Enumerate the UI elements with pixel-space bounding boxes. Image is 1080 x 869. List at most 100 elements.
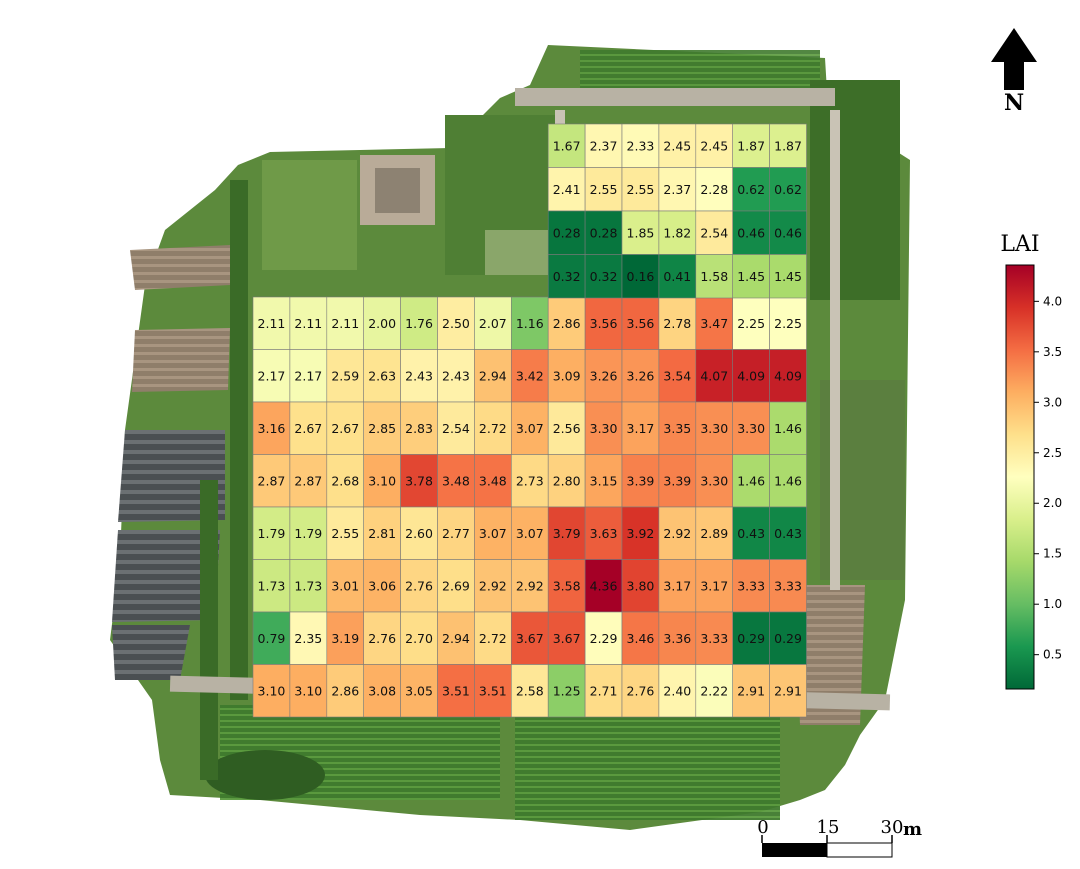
lai-cell-value: 2.00 (368, 316, 396, 331)
lai-cell (732, 559, 770, 613)
lai-cell (732, 254, 770, 299)
lai-cell (584, 123, 623, 168)
lai-cell-value: 3.80 (627, 578, 655, 593)
lai-cell (326, 664, 364, 718)
lai-cell-value: 2.73 (516, 473, 544, 488)
lai-cell-value: 4.36 (590, 578, 618, 593)
lai-cell (621, 254, 660, 299)
lai-cell (769, 254, 807, 299)
lai-cell-value: 2.69 (442, 578, 470, 593)
lai-cell (769, 454, 807, 508)
colorbar-tick-label: 1.0 (1043, 597, 1062, 611)
lai-cell-value: 1.76 (405, 316, 433, 331)
lai-cell-value: 3.30 (590, 421, 618, 436)
lai-cell (658, 664, 697, 718)
lai-cell (769, 664, 807, 718)
lai-cell-value: 2.37 (590, 138, 618, 153)
lai-cell-value: 2.50 (442, 316, 470, 331)
lai-cell (363, 506, 401, 560)
lai-cell-value: 3.10 (258, 683, 286, 698)
lai-cell (732, 506, 770, 560)
lai-cell (769, 559, 807, 613)
lai-cell-value: 2.17 (258, 368, 286, 383)
lai-cell (400, 296, 438, 350)
scale-bar: 0 15 30 m (757, 817, 922, 858)
lai-cell-value: 3.39 (663, 473, 691, 488)
colorbar-tick-label: 2.5 (1043, 446, 1062, 460)
lai-cell-value: 1.25 (553, 683, 581, 698)
lai-cell-value: 4.09 (737, 368, 765, 383)
lai-cell-value: 2.11 (294, 316, 322, 331)
lai-cell-value: 2.70 (405, 631, 433, 646)
lai-cell (621, 401, 660, 455)
lai-cell-value: 3.92 (627, 526, 655, 541)
lai-cell (732, 123, 770, 168)
colorbar-gradient (1005, 264, 1035, 690)
lai-cell (474, 296, 512, 350)
lai-cell-value: 2.45 (663, 138, 691, 153)
lai-cell (289, 454, 328, 508)
lai-cell-value: 0.46 (737, 225, 765, 240)
lai-cell-value: 2.40 (663, 683, 691, 698)
lai-cell-value: 1.82 (663, 225, 691, 240)
lai-cell (252, 506, 291, 560)
lai-cell (289, 611, 328, 665)
lai-cell-value: 3.42 (516, 368, 544, 383)
lai-cell (510, 611, 549, 665)
lai-cell-value: 0.32 (553, 269, 581, 284)
lai-cell-value: 2.11 (331, 316, 359, 331)
lai-cell (252, 296, 291, 350)
lai-cell-value: 1.87 (774, 138, 802, 153)
lai-cell-value: 0.62 (774, 182, 802, 197)
lai-cell (326, 349, 364, 403)
colorbar-tick-label: 1.5 (1043, 547, 1062, 561)
lai-cell (695, 454, 733, 508)
lai-cell-value: 3.33 (700, 631, 728, 646)
lai-cell (289, 401, 328, 455)
lai-cell (769, 167, 807, 212)
lai-cell (510, 401, 549, 455)
lai-cell-value: 0.29 (774, 631, 802, 646)
lai-cell (400, 401, 438, 455)
lai-cell-value: 3.79 (553, 526, 581, 541)
lai-cell-value: 3.56 (627, 316, 655, 331)
lai-cell-value: 2.25 (737, 316, 765, 331)
lai-cell-value: 3.67 (516, 631, 544, 646)
lai-cell-value: 1.73 (294, 578, 322, 593)
lai-cell (732, 349, 770, 403)
lai-cell-value: 3.78 (405, 473, 433, 488)
lai-cell-value: 3.39 (627, 473, 655, 488)
lai-cell (547, 254, 586, 299)
colorbar: LAI 0.5 1.0 1.5 2.0 2.5 3.0 3.5 4.0 (1000, 232, 1062, 690)
lai-cell-value: 3.58 (553, 578, 581, 593)
colorbar-ticks: 0.5 1.0 1.5 2.0 2.5 3.0 3.5 4.0 (1034, 294, 1062, 662)
lai-cell-value: 0.43 (737, 526, 765, 541)
lai-cell (363, 454, 401, 508)
lai-cell (289, 664, 328, 718)
lai-cell-value: 2.94 (442, 631, 470, 646)
lai-cell (547, 167, 586, 212)
lai-cell-value: 2.56 (553, 421, 581, 436)
lai-cell (658, 123, 697, 168)
scale-bar-white-segment (826, 842, 893, 858)
lai-cell-value: 2.33 (627, 138, 655, 153)
lai-cell-value: 2.77 (442, 526, 470, 541)
lai-cell-value: 0.41 (663, 269, 691, 284)
lai-cell-value: 3.33 (737, 578, 765, 593)
lai-cell (400, 454, 438, 508)
lai-cell-value: 2.83 (405, 421, 433, 436)
scale-label-0: 0 (757, 817, 768, 838)
lai-cell (584, 167, 623, 212)
lai-cell-value: 1.46 (737, 473, 765, 488)
lai-cell (547, 454, 586, 508)
lai-cell-value: 3.05 (405, 683, 433, 698)
lai-cell-value: 2.68 (331, 473, 359, 488)
lai-cell-value: 2.17 (294, 368, 322, 383)
lai-cell-value: 2.76 (405, 578, 433, 593)
lai-cell-value: 3.46 (627, 631, 655, 646)
lai-cell (695, 506, 733, 560)
colorbar-title: LAI (1000, 232, 1039, 257)
lai-cell-value: 3.26 (590, 368, 618, 383)
lai-cell-value: 2.85 (368, 421, 396, 436)
lai-cell-value: 2.37 (663, 182, 691, 197)
